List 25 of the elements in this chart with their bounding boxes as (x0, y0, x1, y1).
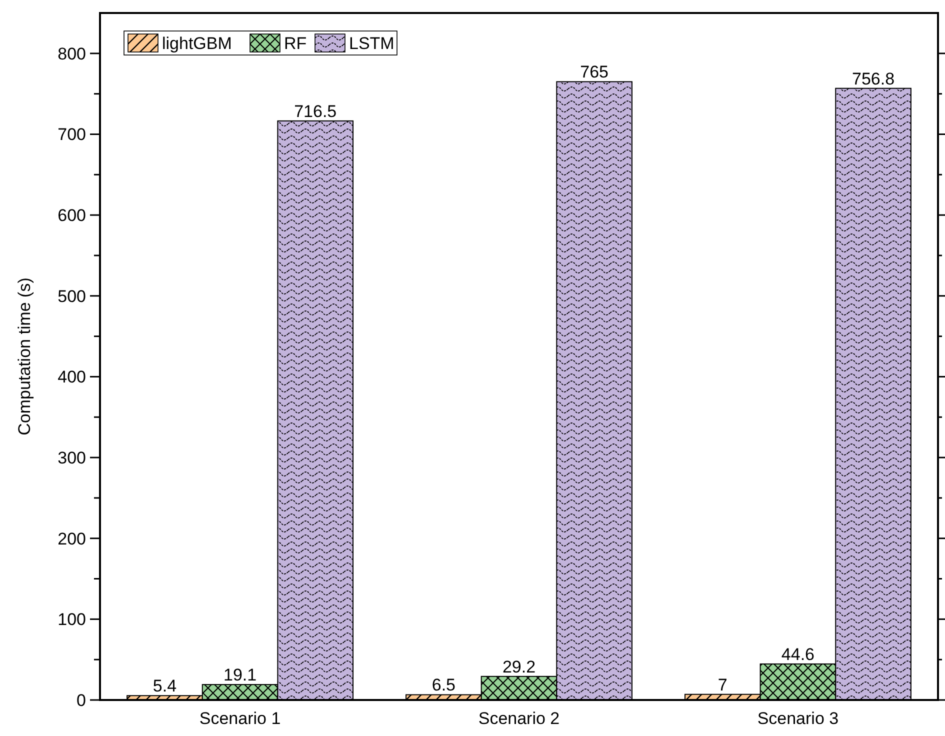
y-axis-title: Computation time (s) (15, 278, 34, 436)
data-label: 44.6 (781, 644, 815, 664)
data-label: 29.2 (502, 657, 536, 676)
y-tick-label: 800 (58, 44, 86, 64)
data-label: 5.4 (152, 676, 177, 696)
data-label: 716.5 (294, 102, 337, 121)
x-tick-label: Scenario 1 (199, 709, 281, 728)
data-label: 6.5 (432, 676, 456, 695)
legend-label: lightGBM (162, 34, 232, 53)
y-tick-label: 300 (58, 448, 86, 468)
legend-label: RF (284, 34, 307, 53)
data-label: 7 (718, 675, 728, 694)
y-tick-label: 200 (58, 529, 86, 548)
y-tick-label: 400 (58, 368, 86, 387)
y-tick-label: 700 (58, 125, 86, 144)
y-tick-label: 100 (58, 610, 86, 630)
y-tick-label: 500 (58, 286, 86, 306)
y-tick-label: 0 (76, 691, 86, 710)
data-label: 765 (580, 62, 609, 82)
x-tick-label: Scenario 3 (757, 709, 839, 728)
legend-label: LSTM (349, 34, 394, 53)
data-label: 756.8 (852, 69, 895, 88)
x-tick-label: Scenario 2 (478, 709, 560, 728)
data-label: 19.1 (223, 666, 257, 685)
y-tick-label: 600 (58, 206, 86, 226)
